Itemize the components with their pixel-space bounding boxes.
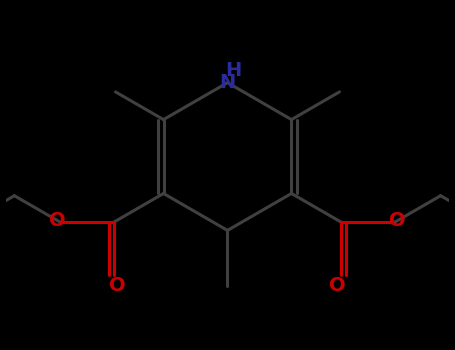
- Text: N: N: [219, 73, 236, 92]
- Text: H: H: [225, 61, 242, 79]
- Text: O: O: [329, 276, 346, 295]
- Text: O: O: [109, 276, 126, 295]
- Text: O: O: [389, 211, 406, 230]
- Text: O: O: [49, 211, 66, 230]
